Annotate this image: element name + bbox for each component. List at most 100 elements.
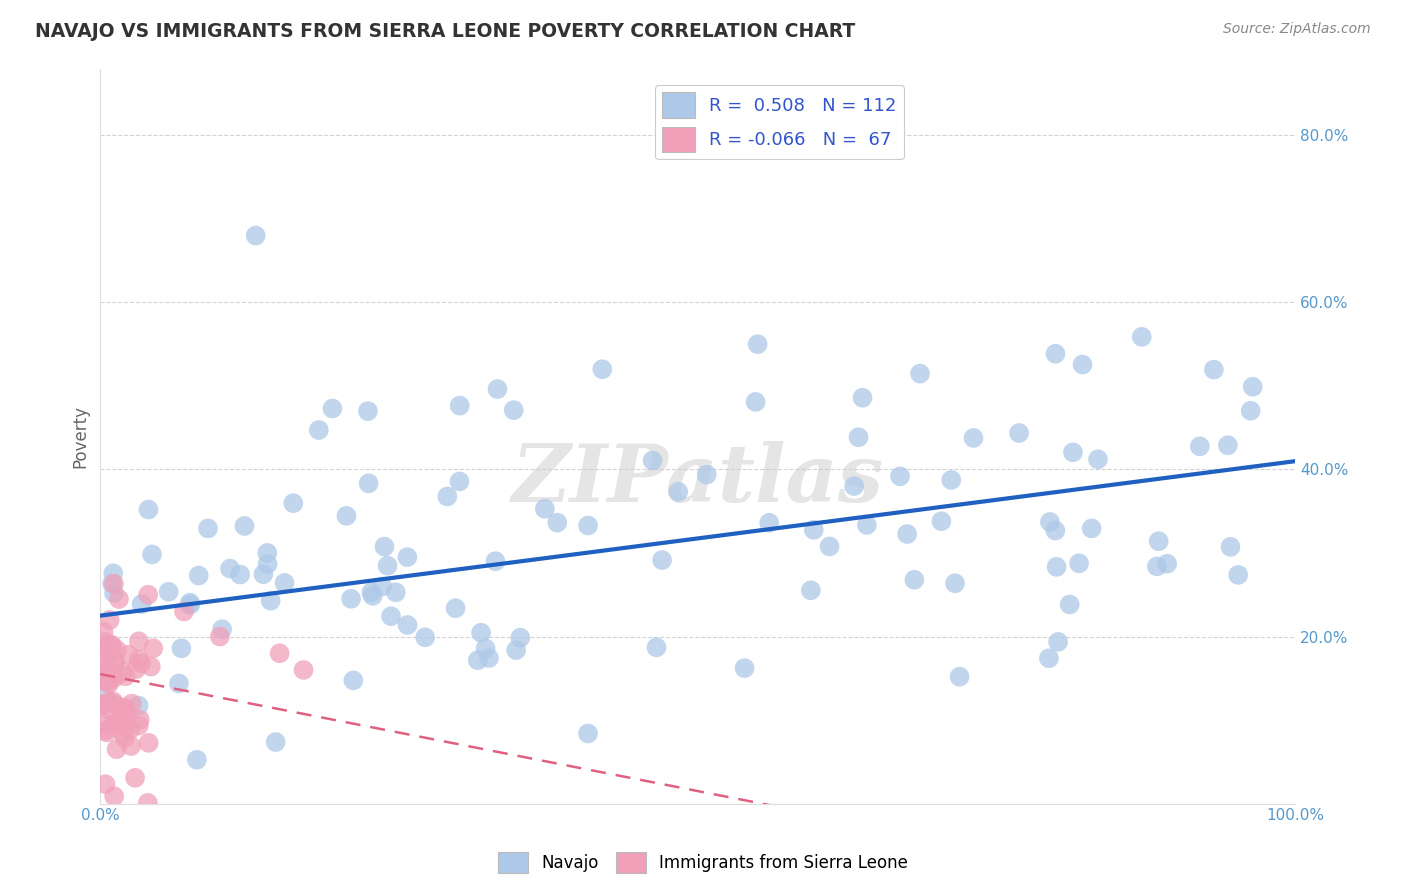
Point: [941, 473, 963, 487]
Point: [104, 657, 127, 671]
Point: [103, 718, 125, 732]
Point: [1038, 651, 1060, 665]
Point: [818, 540, 841, 554]
Point: [233, 519, 256, 533]
Point: [101, 638, 124, 652]
Point: [1067, 557, 1090, 571]
Point: [380, 609, 402, 624]
Point: [94, 723, 117, 738]
Point: [360, 585, 382, 599]
Point: [104, 655, 127, 669]
Point: [641, 453, 664, 467]
Point: [396, 550, 419, 565]
Point: [1059, 598, 1081, 612]
Point: [1202, 362, 1225, 376]
Point: [1241, 380, 1264, 394]
Text: NAVAJO VS IMMIGRANTS FROM SIERRA LEONE POVERTY CORRELATION CHART: NAVAJO VS IMMIGRANTS FROM SIERRA LEONE P…: [35, 22, 855, 41]
Point: [93, 625, 115, 640]
Point: [256, 557, 278, 571]
Point: [744, 395, 766, 409]
Point: [283, 496, 305, 510]
Legend: Navajo, Immigrants from Sierra Leone: Navajo, Immigrants from Sierra Leone: [492, 846, 914, 880]
Point: [103, 789, 125, 804]
Point: [128, 698, 150, 713]
Point: [128, 652, 150, 666]
Point: [696, 467, 718, 482]
Point: [666, 484, 689, 499]
Point: [1045, 559, 1067, 574]
Point: [93, 697, 115, 711]
Point: [114, 731, 136, 745]
Point: [377, 558, 399, 573]
Point: [1156, 557, 1178, 571]
Point: [803, 523, 825, 537]
Point: [1219, 540, 1241, 554]
Point: [396, 618, 419, 632]
Point: [449, 475, 471, 489]
Point: [1080, 521, 1102, 535]
Point: [229, 567, 252, 582]
Point: [157, 584, 180, 599]
Point: [128, 718, 150, 732]
Point: [110, 718, 132, 732]
Point: [101, 576, 124, 591]
Point: [1045, 347, 1067, 361]
Point: [252, 567, 274, 582]
Point: [889, 469, 911, 483]
Point: [138, 502, 160, 516]
Point: [114, 669, 136, 683]
Point: [292, 663, 315, 677]
Point: [800, 583, 823, 598]
Point: [167, 676, 190, 690]
Point: [747, 337, 769, 351]
Point: [340, 591, 363, 606]
Point: [1045, 524, 1067, 538]
Point: [98, 664, 121, 678]
Point: [142, 641, 165, 656]
Point: [173, 605, 195, 619]
Point: [104, 670, 127, 684]
Point: [94, 659, 117, 673]
Point: [436, 490, 458, 504]
Point: [197, 521, 219, 535]
Point: [1087, 452, 1109, 467]
Point: [208, 630, 231, 644]
Text: ZIPatlas: ZIPatlas: [512, 442, 884, 519]
Point: [1216, 438, 1239, 452]
Point: [948, 670, 970, 684]
Point: [851, 391, 873, 405]
Point: [903, 573, 925, 587]
Point: [357, 404, 380, 418]
Point: [848, 430, 870, 444]
Point: [187, 568, 209, 582]
Point: [96, 725, 118, 739]
Point: [361, 589, 384, 603]
Point: [505, 643, 527, 657]
Point: [943, 576, 966, 591]
Point: [108, 592, 131, 607]
Point: [896, 527, 918, 541]
Point: [105, 643, 128, 657]
Point: [107, 717, 129, 731]
Point: [470, 625, 492, 640]
Point: [90, 651, 112, 665]
Point: [94, 673, 117, 687]
Point: [502, 403, 524, 417]
Point: [101, 694, 124, 708]
Point: [264, 735, 287, 749]
Point: [591, 362, 613, 376]
Point: [478, 651, 501, 665]
Point: [110, 706, 132, 720]
Point: [131, 597, 153, 611]
Point: [93, 643, 115, 657]
Point: [931, 514, 953, 528]
Point: [170, 641, 193, 656]
Point: [486, 382, 509, 396]
Point: [321, 401, 343, 416]
Point: [467, 653, 489, 667]
Point: [103, 586, 125, 600]
Point: [444, 601, 467, 615]
Point: [758, 516, 780, 530]
Point: [121, 697, 143, 711]
Point: [413, 630, 436, 644]
